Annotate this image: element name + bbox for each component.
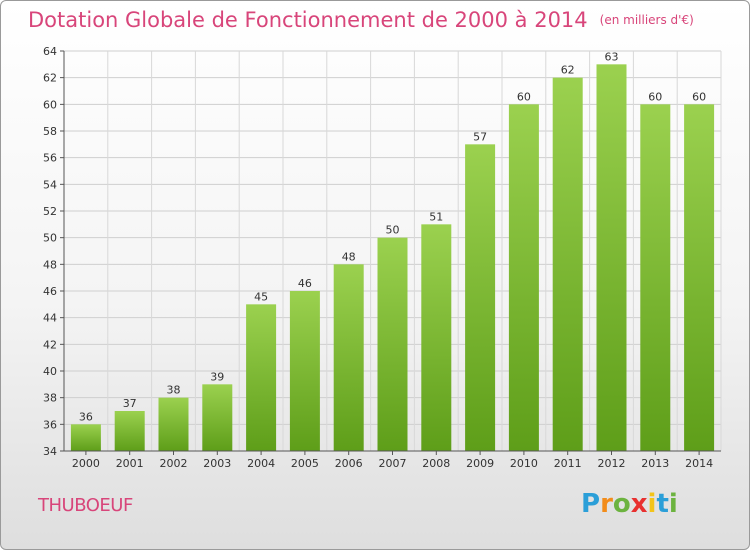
data-label-2012: 63	[605, 50, 619, 63]
x-tick-label-2004: 2004	[247, 457, 275, 470]
y-tick-label-46: 46	[43, 285, 57, 298]
logo-letter: x	[630, 489, 648, 519]
bars-layer: 36 37 38 39 45 46 48 50 51 57 60 62 63 60 60	[70, 50, 715, 452]
y-tick-label-40: 40	[43, 365, 57, 378]
data-label-2005: 46	[298, 277, 312, 290]
y-tick-label-62: 62	[43, 72, 57, 85]
bar-2000	[70, 424, 101, 451]
data-label-2013: 60	[648, 90, 662, 103]
data-label-2001: 37	[123, 397, 137, 410]
bar-2012	[596, 64, 627, 452]
logo-letter: t	[656, 489, 669, 519]
y-tick-label-42: 42	[43, 338, 57, 351]
bar-2002	[158, 397, 189, 451]
y-tick-label-58: 58	[43, 125, 57, 138]
y-tick-label-36: 36	[43, 418, 57, 431]
x-tick-label-2009: 2009	[466, 457, 494, 470]
proxiti-logo: Proxiti	[581, 489, 678, 519]
bar-2008	[421, 224, 452, 451]
y-tick-label-34: 34	[43, 445, 57, 458]
bar-2010	[508, 104, 539, 451]
bar-2009	[465, 144, 496, 452]
x-tick-label-2000: 2000	[72, 457, 100, 470]
bar-2013	[640, 104, 671, 451]
y-tick-label-64: 64	[43, 45, 57, 58]
y-tick-label-44: 44	[43, 312, 57, 325]
logo-letter: o	[612, 489, 631, 519]
x-tick-label-2011: 2011	[554, 457, 582, 470]
data-label-2011: 62	[561, 64, 575, 77]
y-tick-label-54: 54	[43, 178, 57, 191]
logo-letter: r	[600, 489, 613, 519]
data-label-2008: 51	[429, 210, 443, 223]
data-label-2006: 48	[342, 250, 356, 263]
logo-letter: P	[581, 489, 601, 519]
data-label-2002: 38	[167, 384, 181, 397]
y-tick-label-38: 38	[43, 392, 57, 405]
bar-2011	[552, 77, 583, 452]
logo-letter: i	[668, 489, 678, 519]
data-label-2010: 60	[517, 90, 531, 103]
x-tick-label-2002: 2002	[160, 457, 188, 470]
data-label-2014: 60	[692, 90, 706, 103]
bar-2007	[377, 237, 408, 451]
logo-letter: i	[647, 489, 657, 519]
data-label-2007: 50	[386, 224, 400, 237]
x-tick-label-2001: 2001	[116, 457, 144, 470]
axis-layer: 34 36 38 40 42 44 46 48 50 52 54 56 58 60 62 64 2000 2001…	[43, 45, 721, 470]
data-label-2000: 36	[79, 410, 93, 423]
y-tick-label-52: 52	[43, 205, 57, 218]
x-tick-label-2010: 2010	[510, 457, 538, 470]
x-tick-label-2005: 2005	[291, 457, 319, 470]
bar-2001	[114, 411, 145, 451]
bar-2005	[289, 291, 320, 451]
bar-2003	[202, 384, 233, 451]
chart-title: Dotation Globale de Fonctionnement de 20…	[28, 8, 694, 32]
x-tick-label-2013: 2013	[641, 457, 669, 470]
chart-subtitle: (en milliers d'€)	[599, 13, 694, 27]
y-tick-label-48: 48	[43, 258, 57, 271]
bar-2014	[684, 104, 715, 451]
x-tick-label-2014: 2014	[685, 457, 713, 470]
x-tick-label-2006: 2006	[335, 457, 363, 470]
y-tick-label-60: 60	[43, 98, 57, 111]
x-tick-label-2012: 2012	[598, 457, 626, 470]
data-label-2003: 39	[210, 370, 224, 383]
y-tick-label-56: 56	[43, 152, 57, 165]
x-tick-label-2008: 2008	[422, 457, 450, 470]
x-tick-label-2007: 2007	[379, 457, 407, 470]
bar-2006	[333, 264, 364, 451]
data-label-2009: 57	[473, 130, 487, 143]
commune-name: THUBOEUF	[38, 495, 133, 516]
y-tick-label-50: 50	[43, 232, 57, 245]
bar-2004	[246, 304, 277, 451]
x-tick-label-2003: 2003	[203, 457, 231, 470]
data-label-2004: 45	[254, 290, 268, 303]
chart-title-text: Dotation Globale de Fonctionnement de 20…	[28, 8, 588, 32]
